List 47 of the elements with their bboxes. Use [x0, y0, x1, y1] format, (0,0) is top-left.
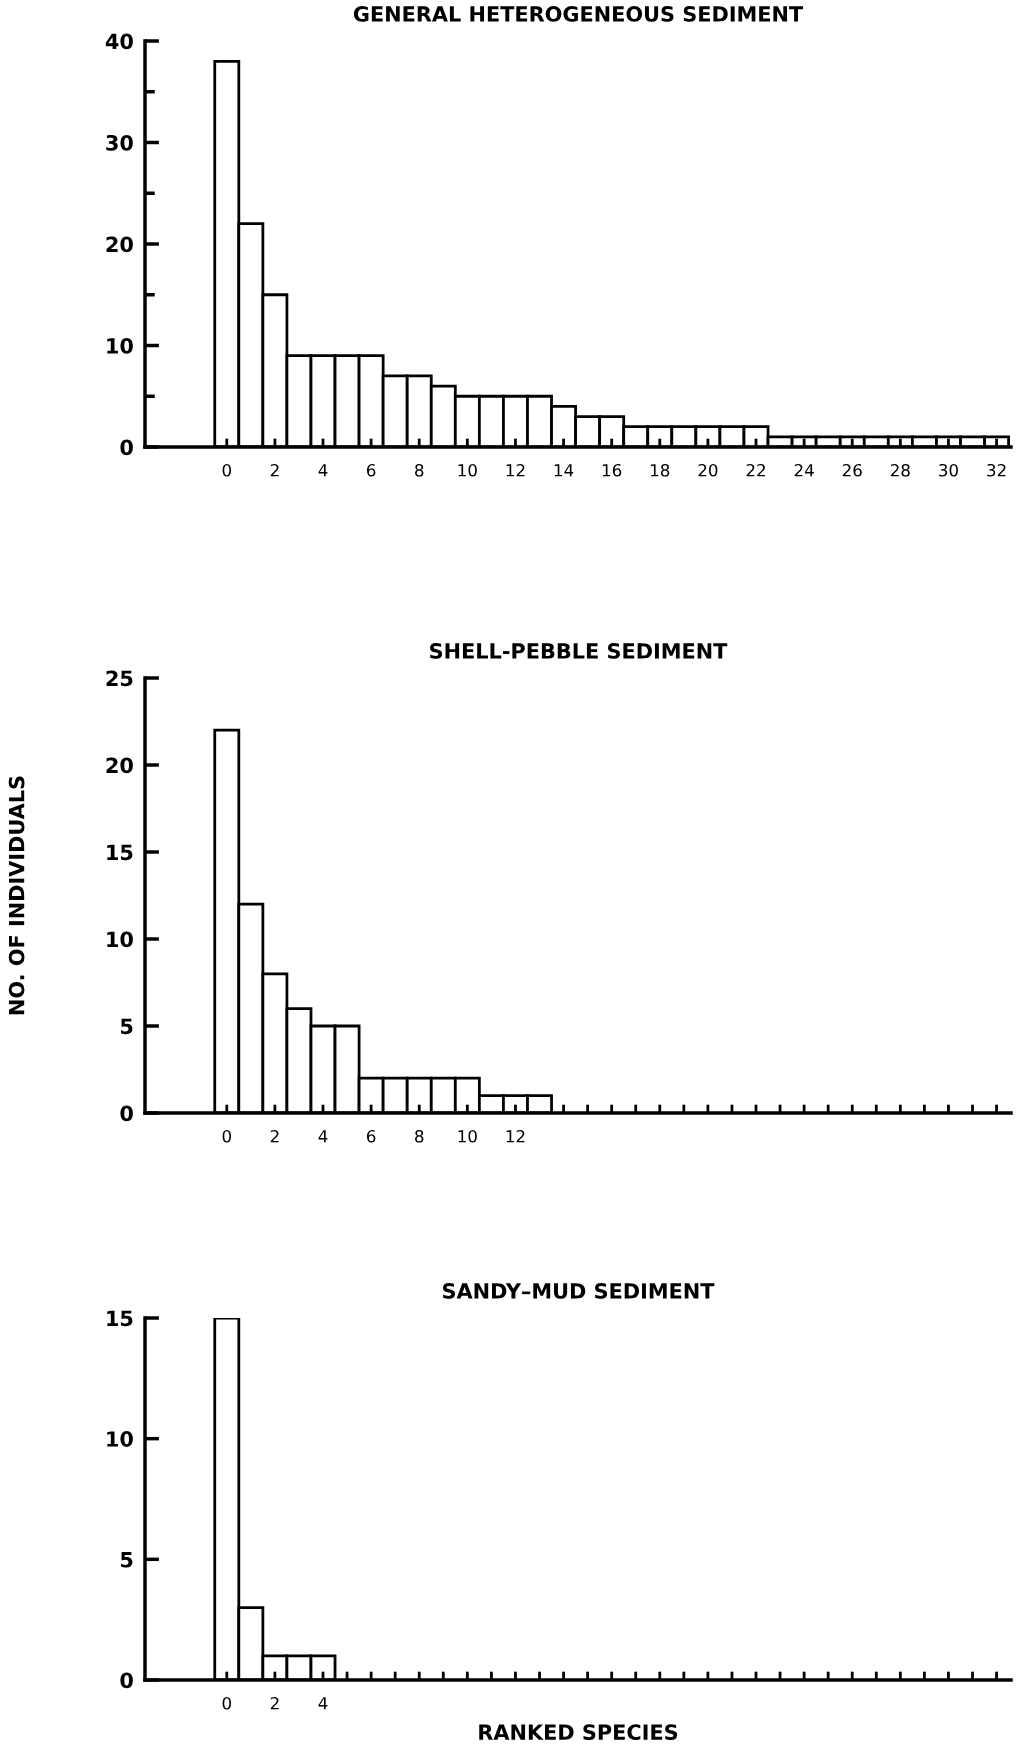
- x-tick-label: 32: [987, 463, 1006, 477]
- y-tick-label: 0: [120, 1672, 133, 1689]
- x-tick-label: 22: [746, 463, 765, 477]
- x-tick-label: 2: [270, 1696, 279, 1710]
- x-tick-label: 0: [222, 1696, 231, 1710]
- x-axis-title: RANKED SPECIES: [479, 1724, 678, 1741]
- y-tick-label: 5: [121, 1018, 133, 1035]
- chart-title: SANDY–MUD SEDIMENT: [443, 1283, 715, 1299]
- y-axis-title: NO. OF INDIVIDUALS: [8, 776, 25, 1015]
- y-tick-label: 30: [106, 134, 133, 151]
- y-tick-label: 5: [121, 1552, 133, 1568]
- y-tick-label: 10: [107, 931, 133, 948]
- x-tick-label: 2: [270, 463, 279, 477]
- y-tick-label: 0: [120, 439, 133, 456]
- x-tick-label: 26: [842, 463, 862, 477]
- y-tick-label: 20: [106, 236, 133, 253]
- y-tick-label: 10: [107, 337, 133, 354]
- x-tick-label: 30: [939, 463, 958, 477]
- x-tick-label: 6: [366, 463, 376, 477]
- x-tick-label: 6: [366, 1129, 376, 1143]
- chart-title: GENERAL HETEROGENEOUS SEDIMENT: [353, 6, 804, 22]
- x-tick-label: 8: [415, 463, 424, 477]
- y-tick-label: 25: [106, 670, 133, 687]
- x-tick-label: 24: [794, 463, 814, 477]
- x-tick-label: 4: [318, 464, 328, 477]
- y-tick-label: 20: [106, 757, 133, 774]
- y-tick-label: 15: [107, 1310, 133, 1327]
- y-tick-label: 15: [107, 844, 133, 861]
- y-tick-label: 10: [107, 1431, 133, 1447]
- y-tick-label: 0: [120, 1105, 133, 1122]
- x-tick-label: 2: [270, 1129, 279, 1143]
- x-tick-label: 8: [415, 1129, 424, 1143]
- y-tick-label: 40: [105, 33, 133, 50]
- x-tick-label: 12: [506, 463, 525, 477]
- x-tick-label: 0: [222, 1129, 231, 1143]
- x-tick-label: 10: [458, 1129, 477, 1143]
- x-tick-label: 18: [651, 463, 670, 477]
- x-tick-label: 16: [602, 463, 622, 477]
- x-tick-label: 10: [458, 463, 477, 477]
- x-tick-label: 28: [890, 463, 910, 477]
- x-tick-label: 4: [318, 1697, 328, 1710]
- chart-title: SHELL-PEBBLE SEDIMENT: [430, 643, 728, 659]
- x-tick-label: 4: [318, 1130, 328, 1143]
- x-tick-label: 0: [222, 463, 231, 477]
- x-tick-label: 20: [698, 463, 718, 477]
- x-tick-label: 12: [506, 1129, 525, 1143]
- x-tick-label: 14: [554, 464, 574, 477]
